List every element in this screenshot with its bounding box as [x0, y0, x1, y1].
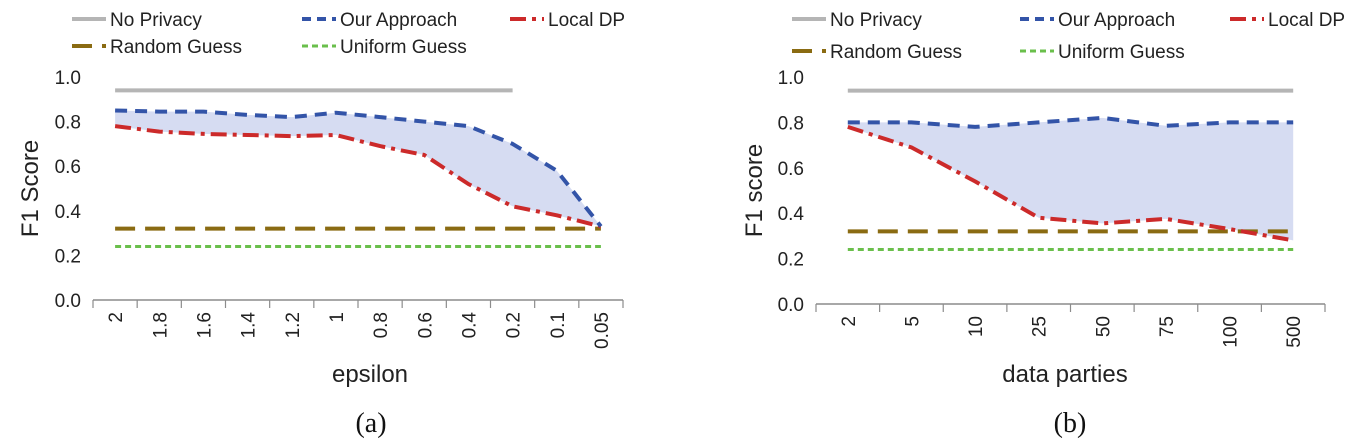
x-tick-label: 50: [1093, 316, 1114, 337]
x-axis-title: data parties: [1002, 361, 1127, 388]
legend-label: Our Approach: [1058, 10, 1175, 31]
y-tick-label: 0.8: [55, 113, 81, 134]
x-axis-title: epsilon: [332, 361, 408, 388]
x-tick-label: 0.05: [592, 312, 613, 349]
gap-fill-area: [115, 110, 601, 227]
y-tick-label: 0.4: [778, 204, 805, 225]
x-tick-label: 0.4: [459, 312, 480, 339]
y-tick-label: 0.4: [55, 202, 82, 223]
x-tick-label: 0.1: [548, 312, 569, 338]
y-tick-label: 1.0: [55, 68, 81, 89]
series-line-local-dp: [847, 124, 1294, 243]
legend-label: Random Guess: [110, 37, 242, 58]
legend-label: Uniform Guess: [1058, 42, 1185, 63]
x-tick-label: 0.8: [371, 312, 392, 338]
series-line-our-approach: [847, 115, 1294, 129]
y-tick-label: 0.6: [55, 157, 81, 178]
panel-caption: (b): [1054, 408, 1087, 439]
x-tick-label: 75: [1157, 316, 1178, 337]
x-tick-label: 1.8: [150, 312, 171, 338]
y-axis-title: F1 score: [741, 144, 768, 237]
x-tick-label: 500: [1284, 316, 1305, 348]
x-tick-label: 100: [1221, 316, 1242, 348]
panel-caption: (a): [355, 408, 386, 439]
x-tick-label: 10: [966, 316, 987, 337]
gap-fill-area: [847, 117, 1294, 241]
x-tick-label: 25: [1030, 316, 1051, 337]
y-tick-label: 0.2: [55, 246, 81, 267]
x-tick-label: 5: [902, 316, 923, 327]
x-tick-label: 2: [106, 312, 127, 323]
legend-label: Local DP: [548, 10, 625, 31]
y-tick-label: 0.0: [55, 291, 81, 312]
y-tick-label: 0.2: [778, 250, 804, 271]
legend-label: No Privacy: [830, 10, 922, 31]
y-tick-label: 0.8: [778, 113, 804, 134]
x-tick-label: 1.6: [194, 312, 215, 338]
x-tick-label: 0.2: [504, 312, 525, 338]
x-tick-label: 1: [327, 312, 348, 323]
legend-label: Uniform Guess: [340, 37, 467, 58]
legend-label: Our Approach: [340, 10, 457, 31]
x-tick-label: 1.2: [283, 312, 304, 338]
y-axis-title: F1 Score: [17, 140, 44, 237]
x-tick-label: 1.4: [239, 312, 260, 339]
series-line-local-dp: [114, 124, 602, 229]
chart-panel-a: No Privacy Our Approach Local DP Random Gue…: [17, 10, 625, 439]
chart-panel-b: No Privacy Our Approach Local DP Random Gue…: [741, 10, 1345, 439]
series-line-our-approach: [115, 108, 603, 228]
y-tick-label: 0.0: [778, 295, 804, 316]
x-tick-label: 2: [839, 316, 860, 327]
legend-label: No Privacy: [110, 10, 202, 31]
x-tick-label: 0.6: [415, 312, 436, 338]
y-tick-label: 0.6: [778, 159, 804, 180]
legend-label: Random Guess: [830, 42, 962, 63]
y-tick-label: 1.0: [778, 68, 804, 89]
legend-label: Local DP: [1268, 10, 1345, 31]
